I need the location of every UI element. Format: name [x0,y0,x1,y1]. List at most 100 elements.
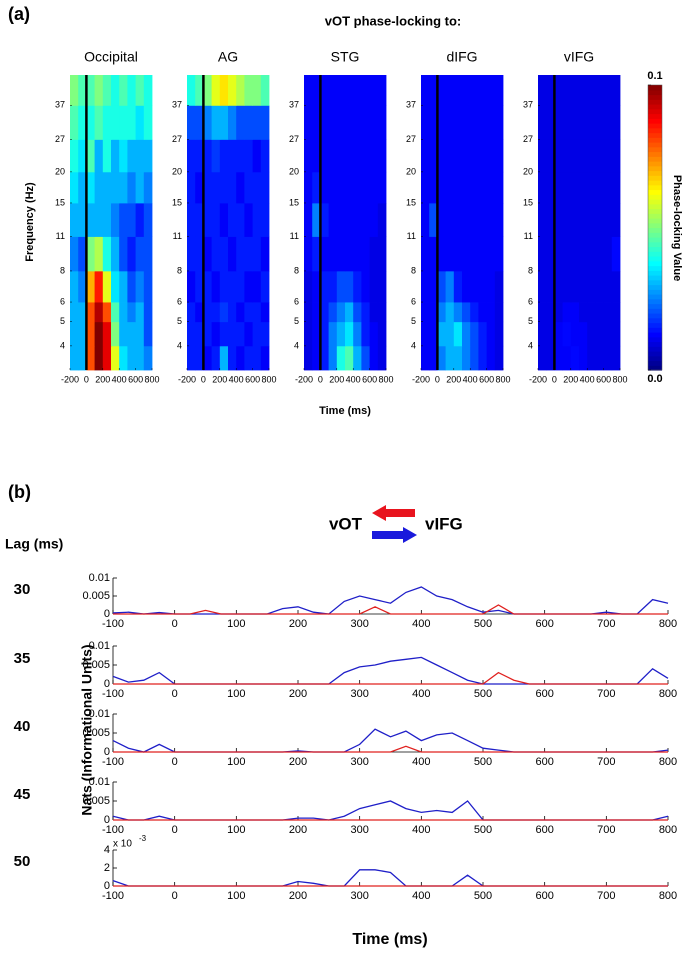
y-tick-label: 6 [294,296,299,306]
heatmap-cell [369,270,379,303]
heatmap-cell [486,302,496,323]
x-tick-label: 200 [95,374,110,384]
heatmap-cell [437,302,446,323]
heatmap-cell [429,302,438,323]
colorbar-swatch [648,142,662,148]
heatmap-cell [437,270,446,303]
heatmap-cell [494,321,504,347]
heatmap-cell [219,302,229,323]
heatmap-cell [219,345,229,371]
colorbar-swatch [648,327,662,333]
panel-label: (b) [8,482,31,502]
heatmap-cell [486,236,496,272]
lag-label: 40 [14,718,31,735]
y-tick-label: 11 [173,231,182,241]
x-tick-label: -200 [412,374,430,384]
heatmap-cell [603,345,613,371]
y-tick-label: 20 [406,166,416,176]
heatmap-cell [187,270,196,303]
y-tick-label: 37 [172,100,182,110]
heatmap-cell [211,302,221,323]
heatmap-cell [336,321,346,347]
x-tick-label: 300 [350,824,368,836]
panel-label: (a) [8,4,30,24]
heatmap-cell [94,105,104,140]
x-tick-label: 600 [245,374,260,384]
heatmap-cell [328,321,338,347]
series-line [112,869,668,887]
x-tick-label: 800 [378,374,393,384]
y-tick-label: 15 [289,197,299,207]
heatmap-cell [538,236,547,272]
arrow-right [372,527,417,543]
heatmap-cell [143,270,153,303]
axis-multiplier: x 10 [113,839,132,850]
heatmap-cell [611,302,621,323]
heatmap-cell [143,139,153,173]
heatmap-cell [429,139,438,173]
colorbar-tick-label: 0.1 [647,70,662,82]
colorbar-swatch [648,279,662,286]
heatmap-cell [570,171,580,204]
x-tick-label: -100 [102,756,124,768]
heatmap-cell [437,75,446,106]
heatmap-cell [260,270,270,303]
heatmap-cell [236,321,245,347]
heatmap-cell [353,105,362,140]
y-tick-label: 8 [294,265,299,275]
heatmap-cell [70,236,79,272]
heatmap-cell [244,105,253,140]
heatmap-cell [252,321,262,347]
heatmap-cell [260,139,270,173]
heatmap-cell [143,236,153,272]
panel-title: AG [218,49,238,65]
heatmap-cell [546,321,555,347]
heatmap-cell [562,139,572,173]
heatmap-cell [611,345,621,371]
heatmap-cell [538,75,547,106]
y-tick-label: 20 [172,166,182,176]
heatmap-cell [421,302,430,323]
heatmap-cell [203,302,212,323]
heatmap-cell [236,302,245,323]
heatmap-cell [320,302,329,323]
heatmap-cell [587,321,596,347]
heatmap-cell [252,345,262,371]
heatmap-cell [135,139,145,173]
colorbar-swatch [648,118,662,124]
heatmap-cell [244,321,253,347]
colorbar-swatch [648,260,662,267]
colorbar-swatch [648,241,662,248]
heatmap-cell [304,202,313,237]
heatmap-cell [462,345,471,371]
heatmap-cell [453,345,463,371]
heatmap-cell [312,270,321,303]
heatmap-cell [570,302,580,323]
y-tick-label: 4 [294,340,299,350]
colorbar-swatch [648,175,662,181]
heatmap-cell [462,236,471,272]
heatmap-cell [111,270,120,303]
heatmap-cell [478,345,487,371]
heatmap-cell [211,202,221,237]
x-tick-label: 600 [535,824,553,836]
heatmap-cell [119,202,128,237]
y-tick-label: 15 [406,197,416,207]
heatmap-cell [312,321,321,347]
heatmap-cell [369,171,379,204]
heatmap-cell [111,345,120,371]
heatmap-cell [538,321,547,347]
y-tick-label: 0.005 [82,795,110,807]
heatmap-cell [119,75,128,106]
heatmap-cell [611,236,621,272]
heatmap-cell [86,236,95,272]
heatmap-cell [429,321,438,347]
heatmap-cell [70,171,79,204]
heatmap-cell [195,105,204,140]
heatmap-cell [345,302,354,323]
heatmap-cell [195,302,204,323]
heatmap-cell [486,75,496,106]
x-tick-label: 0 [172,824,178,836]
colorbar-swatch [648,184,662,191]
heatmap-cell [377,105,387,140]
